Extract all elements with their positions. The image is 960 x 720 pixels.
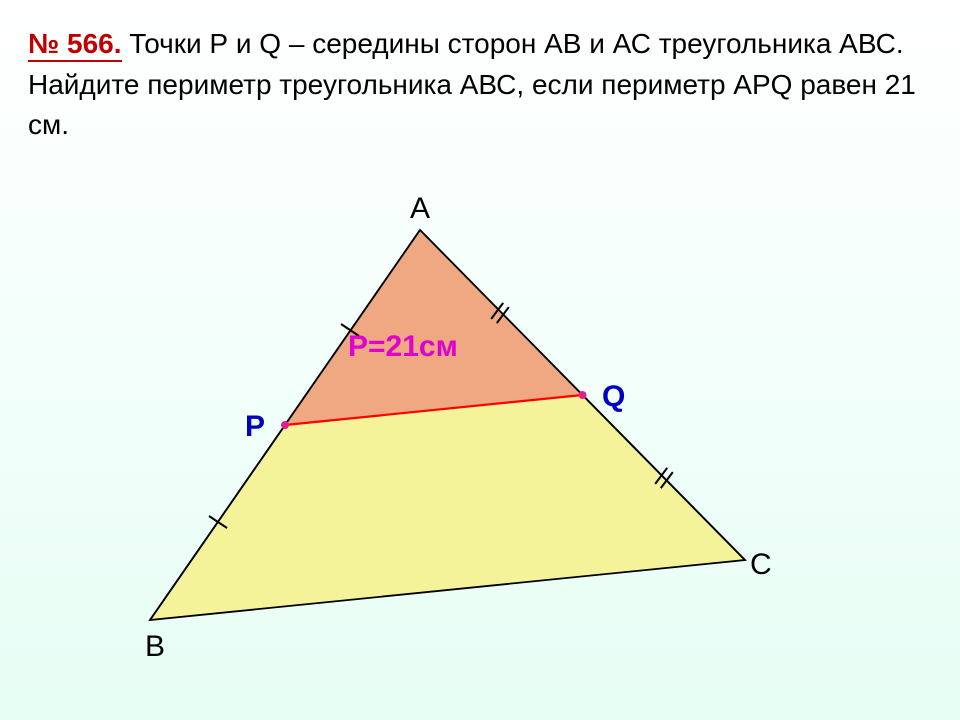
label-p: P (245, 410, 265, 444)
label-q: Q (602, 380, 625, 414)
triangle-apq (285, 230, 583, 425)
label-b: В (145, 630, 165, 664)
point-q (579, 391, 587, 399)
geometry-diagram (0, 0, 960, 720)
point-p (281, 421, 289, 429)
label-c: С (750, 548, 772, 582)
label-perimeter: Р=21см (348, 330, 458, 364)
slide: № 566. Точки Р и Q – середины сторон АВ … (0, 0, 960, 720)
label-a: А (410, 192, 430, 226)
